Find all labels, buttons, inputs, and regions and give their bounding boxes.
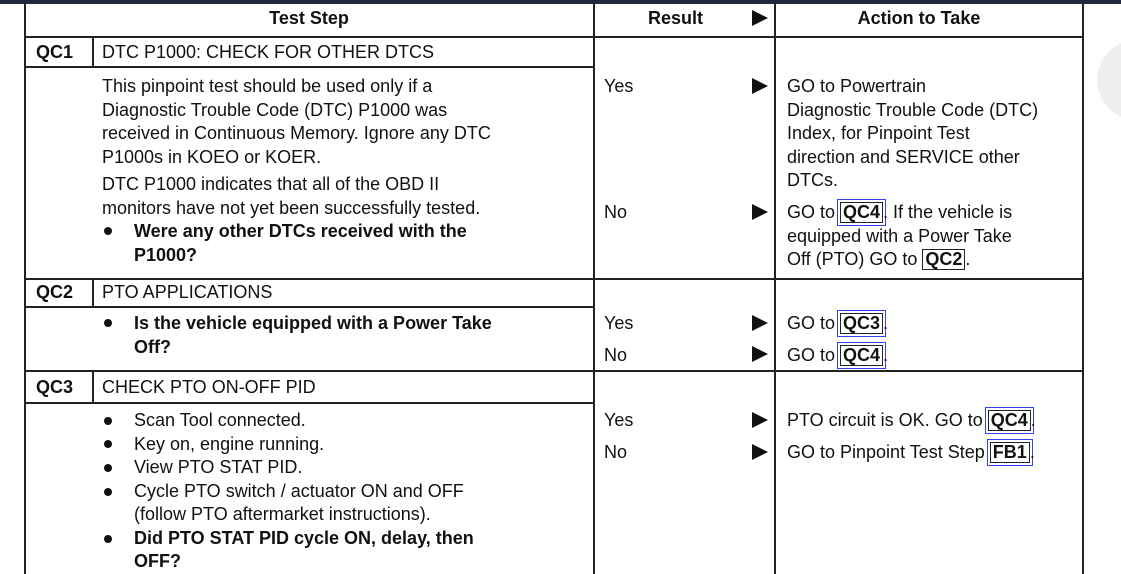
bullet-icon	[104, 440, 112, 448]
bullet-icon	[104, 319, 112, 327]
step-title-qc2: PTO APPLICATIONS	[102, 282, 273, 302]
qc3-yes-action: PTO circuit is OK. GO to QC4.	[787, 407, 1036, 434]
arrow-icon	[752, 315, 768, 331]
qc3-result-no: No	[604, 442, 628, 462]
arrow-icon	[752, 204, 768, 220]
step-code-qc1: QC1	[36, 42, 74, 62]
qc3-no-action: GO to Pinpoint Test Step FB1.	[787, 439, 1035, 466]
qc2-result-yes: Yes	[604, 313, 634, 333]
scroll-overlay-button[interactable]	[1097, 40, 1121, 120]
link-qc4[interactable]: QC4	[984, 407, 1034, 434]
qc2-result-no: No	[604, 345, 628, 365]
bullet-icon	[104, 488, 112, 496]
qc1-no-action: GO to QC4. If the vehicle is equipped wi…	[787, 199, 1013, 270]
arrow-icon	[752, 444, 768, 460]
step-code-qc3: QC3	[36, 377, 74, 397]
link-qc3[interactable]: QC3	[837, 310, 887, 337]
window-top-bar	[0, 0, 1121, 4]
link-qc2[interactable]: QC2	[922, 249, 966, 270]
qc3-bullets: Scan Tool connected. Key on, engine runni…	[134, 410, 474, 571]
qc1-result-yes: Yes	[604, 76, 634, 96]
step-title-qc1: DTC P1000: CHECK FOR OTHER DTCS	[102, 42, 435, 62]
bullet-icon	[104, 227, 112, 235]
arrow-icon	[752, 10, 768, 26]
arrow-icon	[752, 346, 768, 362]
header-action: Action to Take	[857, 8, 981, 28]
arrow-icon	[752, 412, 768, 428]
qc2-yes-action: GO to QC3.	[787, 310, 889, 337]
link-qc4[interactable]: QC4	[837, 342, 887, 369]
qc2-no-action: GO to QC4.	[787, 342, 889, 369]
bullet-icon	[104, 417, 112, 425]
qc1-question: Were any other DTCs received with the P10…	[134, 221, 467, 265]
qc1-yes-action: GO to Powertrain Diagnostic Trouble Code …	[787, 76, 1039, 190]
step-title-qc3: CHECK PTO ON-OFF PID	[102, 377, 316, 397]
link-qc4[interactable]: QC4	[837, 199, 887, 226]
qc2-question: Is the vehicle equipped with a Power Tak…	[134, 313, 492, 357]
qc1-result-no: No	[604, 202, 628, 222]
arrow-icon	[752, 78, 768, 94]
bullet-icon	[104, 464, 112, 472]
link-fb1[interactable]: FB1	[986, 439, 1033, 466]
qc3-result-yes: Yes	[604, 410, 634, 430]
header-test-step: Test Step	[269, 8, 349, 28]
step-code-qc2: QC2	[36, 282, 74, 302]
qc1-body: This pinpoint test should be used only i…	[102, 76, 491, 218]
bullet-icon	[104, 535, 112, 543]
header-result: Result	[647, 8, 703, 28]
